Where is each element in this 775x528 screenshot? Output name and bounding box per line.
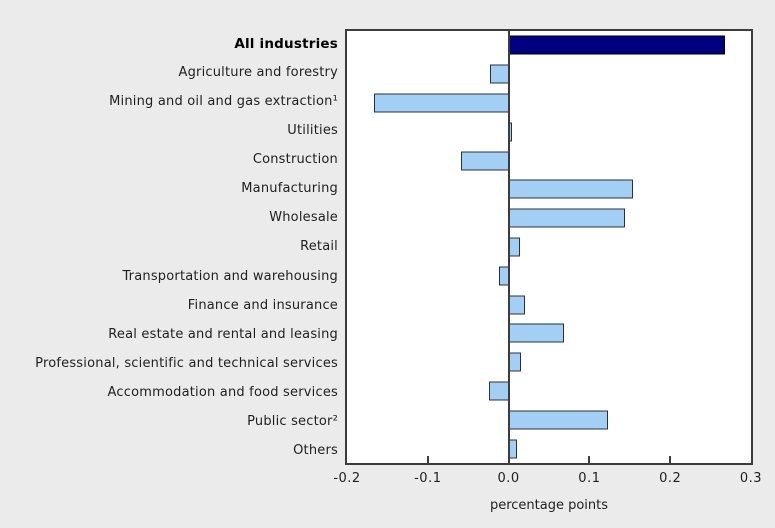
category-label: Transportation and warehousing xyxy=(122,268,338,284)
bar xyxy=(508,208,626,228)
category-label: Agriculture and forestry xyxy=(178,65,338,81)
plot-area xyxy=(345,29,753,465)
bar-row xyxy=(347,290,751,319)
bar-row xyxy=(347,261,751,290)
bar xyxy=(508,323,564,343)
x-tick-label: 0.2 xyxy=(659,471,682,486)
bar xyxy=(508,237,521,257)
x-axis-title: percentage points xyxy=(489,498,609,513)
x-tick-label: -0.2 xyxy=(333,471,361,486)
x-tick-label: 0.1 xyxy=(578,471,601,486)
tick-mark xyxy=(426,456,429,463)
bar-row xyxy=(347,319,751,348)
bar-row xyxy=(347,434,751,463)
category-label: Others xyxy=(293,442,338,458)
bar xyxy=(490,64,509,84)
bar-row xyxy=(347,233,751,262)
bar-row xyxy=(347,31,751,60)
bar-row xyxy=(347,146,751,175)
category-label: Public sector² xyxy=(247,413,338,429)
category-label: All industries xyxy=(234,35,338,52)
tick-mark xyxy=(588,456,591,463)
bar-row xyxy=(347,204,751,233)
bar xyxy=(508,179,634,199)
category-label: Wholesale xyxy=(269,210,338,226)
x-tick-label: -0.1 xyxy=(414,471,442,486)
category-label: Professional, scientific and technical s… xyxy=(35,355,338,371)
bar xyxy=(508,35,725,55)
zero-line xyxy=(507,31,510,463)
category-label: Manufacturing xyxy=(241,181,338,197)
bar xyxy=(460,151,509,171)
bar xyxy=(488,381,509,401)
bar xyxy=(508,410,609,430)
category-label: Accommodation and food services xyxy=(107,384,338,400)
bar-row xyxy=(347,348,751,377)
category-labels: All industries Agriculture and forestry Mi… xyxy=(0,29,338,465)
bar xyxy=(374,93,509,113)
category-label: Mining and oil and gas extraction¹ xyxy=(109,94,338,110)
x-tick-label: 0.0 xyxy=(497,471,520,486)
bar-row xyxy=(347,117,751,146)
bar-row xyxy=(347,377,751,406)
category-label: Utilities xyxy=(287,123,338,139)
bar-row xyxy=(347,60,751,89)
category-label: Construction xyxy=(252,152,338,168)
category-label: Retail xyxy=(300,239,338,255)
plot-rows xyxy=(347,31,751,463)
bar xyxy=(508,352,522,372)
bar xyxy=(508,439,518,459)
bar-row xyxy=(347,89,751,118)
bar-row xyxy=(347,405,751,434)
bar xyxy=(508,295,526,315)
category-label: Finance and insurance xyxy=(187,297,338,313)
x-tick-label: 0.3 xyxy=(739,471,763,486)
bar-row xyxy=(347,175,751,204)
category-label: Real estate and rental and leasing xyxy=(108,326,338,342)
tick-mark xyxy=(669,456,672,463)
